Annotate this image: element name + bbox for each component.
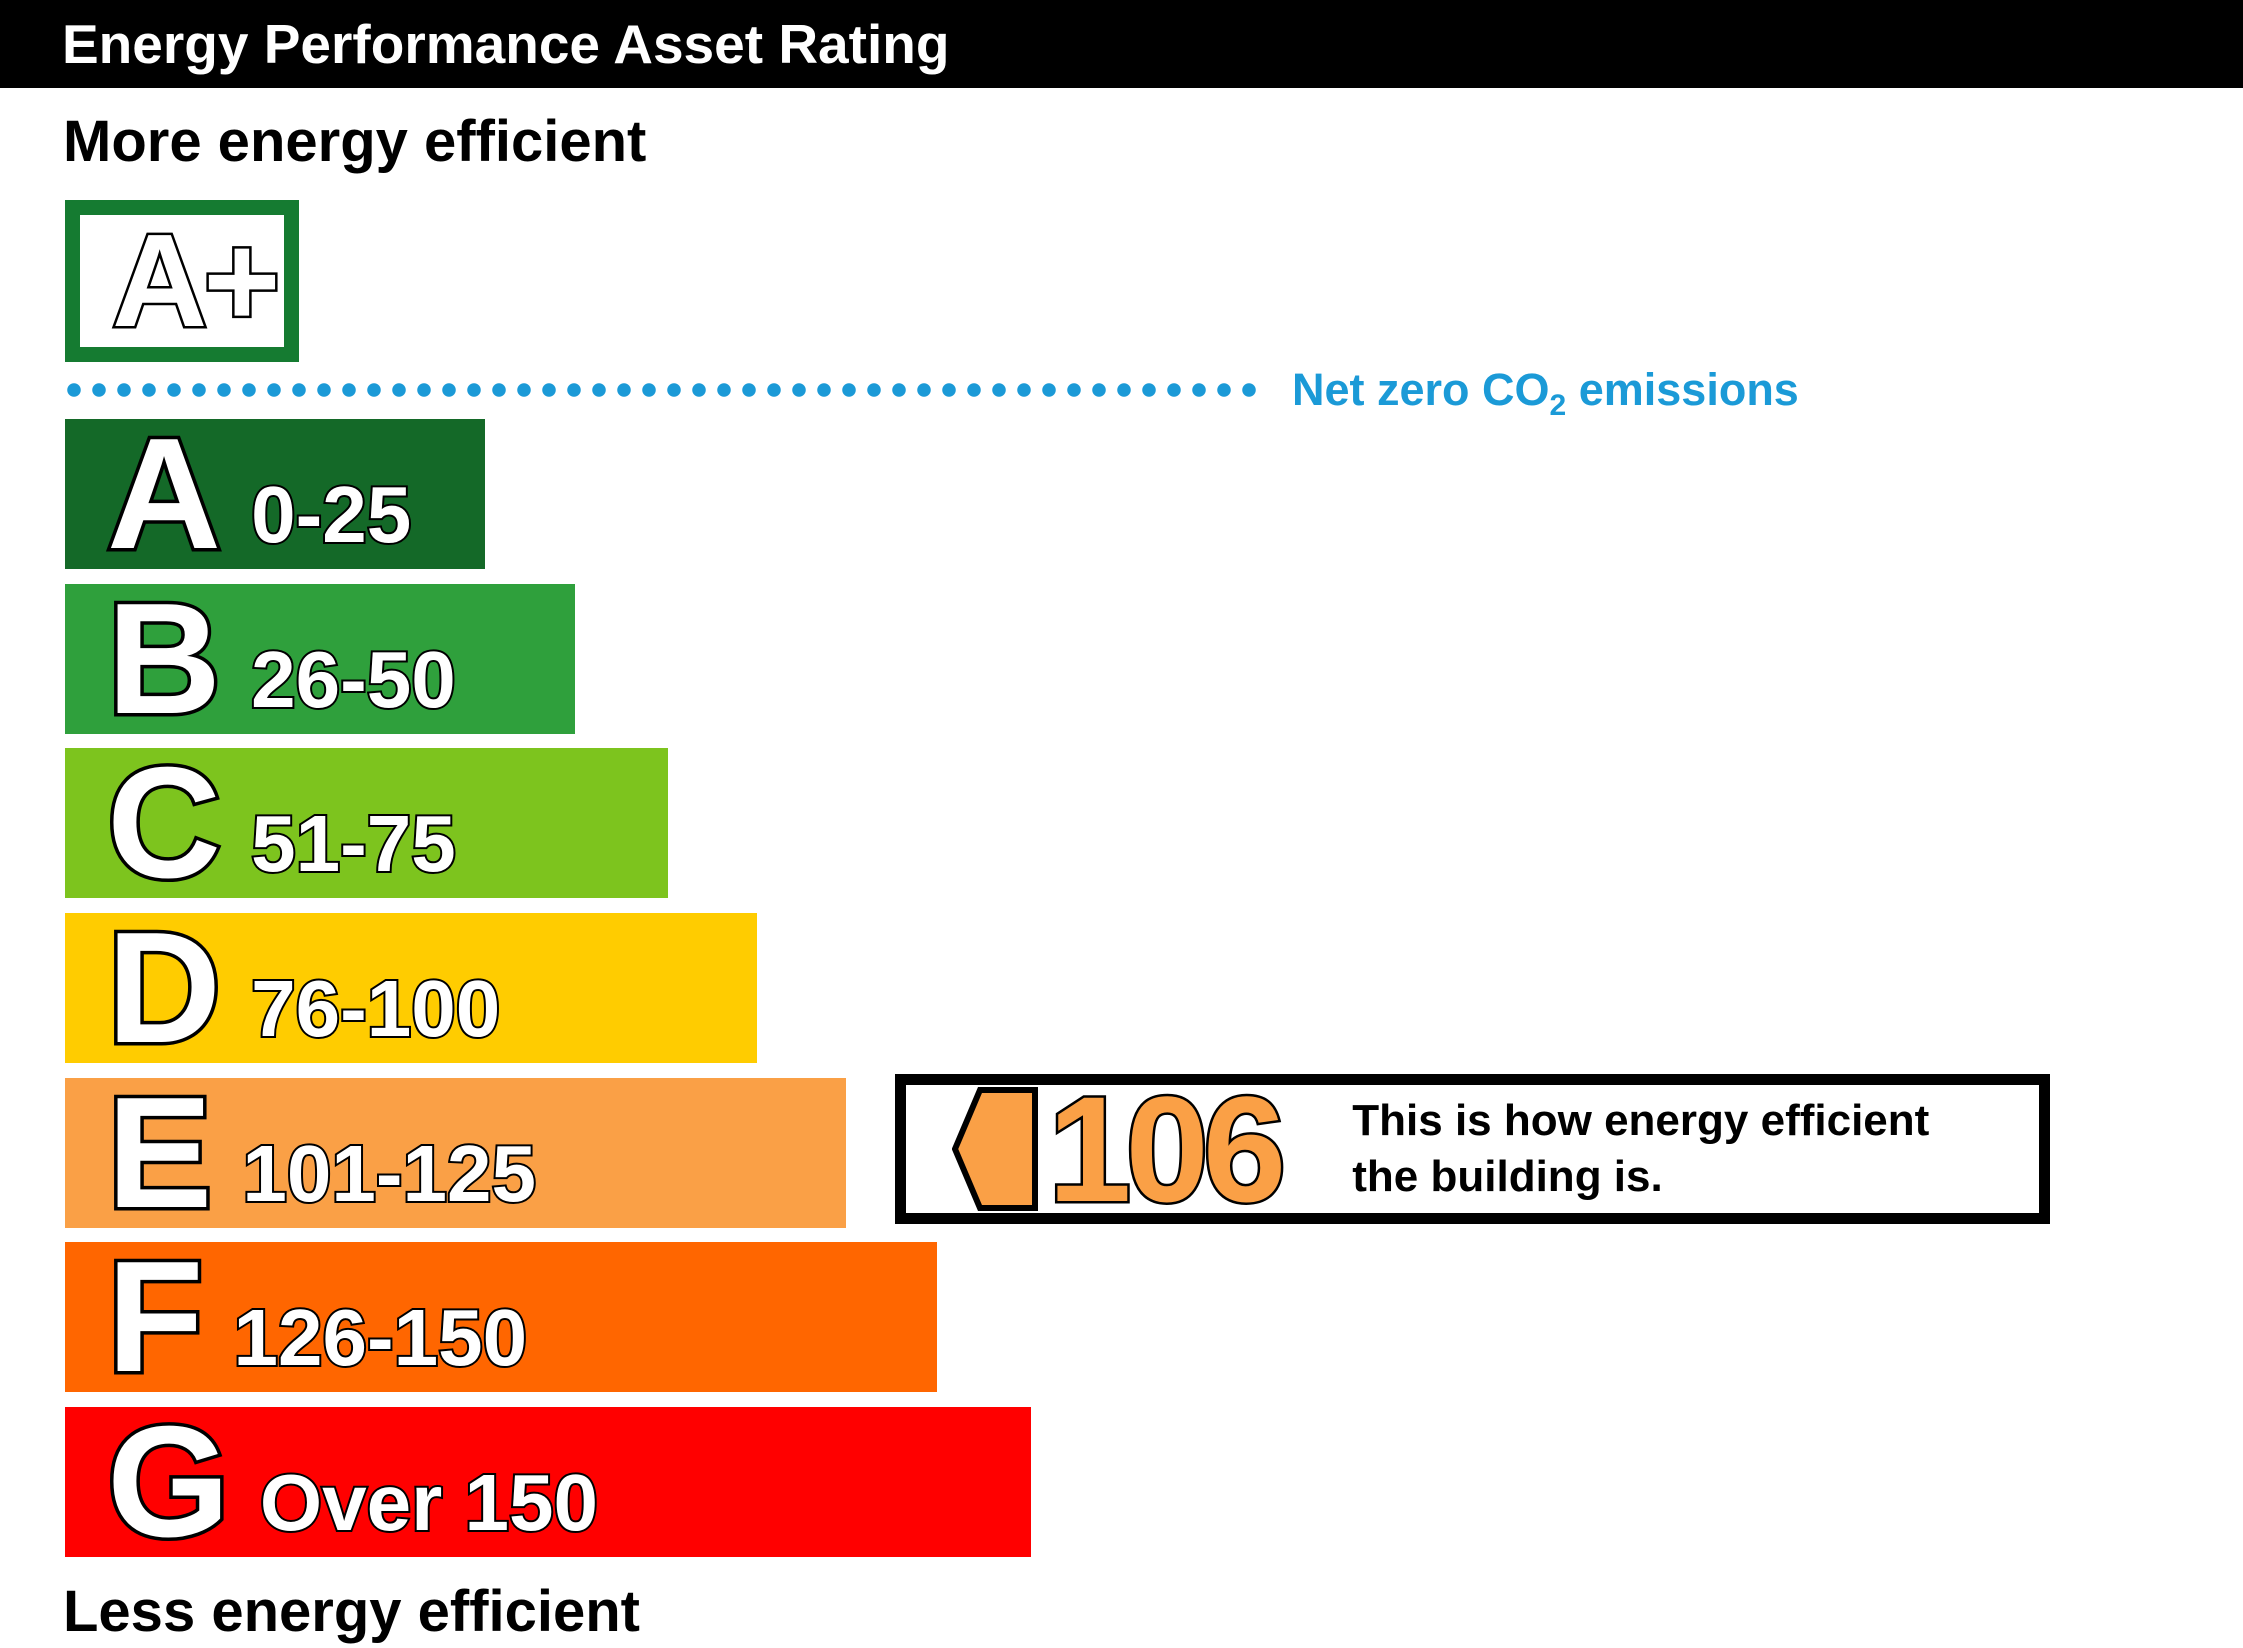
band-letter: C <box>103 735 224 911</box>
band-g: G Over 150 <box>65 1394 1031 1570</box>
band-d: D 76-100 <box>65 900 757 1076</box>
a-plus-label: A+ <box>109 207 282 354</box>
band-e: E 101-125 <box>65 1065 846 1241</box>
band-range: 101-125 <box>240 1129 538 1218</box>
band-letter: E <box>103 1065 215 1241</box>
band-letter: D <box>103 900 224 1076</box>
a-plus-band: A+ <box>65 200 299 362</box>
band-letter: B <box>103 571 224 747</box>
title-bar: Energy Performance Asset Rating <box>0 0 2243 88</box>
net-zero-suffix: emissions <box>1566 364 1799 415</box>
net-zero-label: Net zero CO2 emissions <box>1292 362 1799 434</box>
net-zero-dotted-line <box>65 381 1257 399</box>
rating-note-line2: the building is. <box>1352 1152 1663 1201</box>
band-range: Over 150 <box>258 1458 600 1547</box>
rating-note-line1: This is how energy efficient <box>1352 1096 1930 1145</box>
band-a: A 0-25 <box>65 406 485 582</box>
net-zero-text: Net zero CO <box>1292 364 1550 415</box>
rating-note: This is how energy efficient the buildin… <box>1352 1093 1929 1205</box>
net-zero-subscript: 2 <box>1549 389 1567 422</box>
band-letter: F <box>104 1229 207 1405</box>
more-efficient-label: More energy efficient <box>63 109 647 174</box>
band-f: F 126-150 <box>65 1229 937 1405</box>
rating-indicator: 106 This is how energy efficient the bui… <box>895 1065 2050 1233</box>
band-range: 26-50 <box>249 635 458 724</box>
band-range: 126-150 <box>232 1293 530 1382</box>
left-arrow-icon <box>952 1087 1038 1211</box>
band-range: 0-25 <box>249 470 413 559</box>
less-efficient-label: Less energy efficient <box>63 1579 640 1644</box>
band-b: B 26-50 <box>65 571 575 747</box>
band-range: 51-75 <box>249 799 458 888</box>
page-title: Energy Performance Asset Rating <box>62 13 950 75</box>
rating-value: 106 <box>1045 1065 1288 1233</box>
band-c: C 51-75 <box>65 735 668 911</box>
band-letter: G <box>104 1394 234 1570</box>
band-letter: A <box>103 406 224 582</box>
band-range: 76-100 <box>249 964 502 1053</box>
